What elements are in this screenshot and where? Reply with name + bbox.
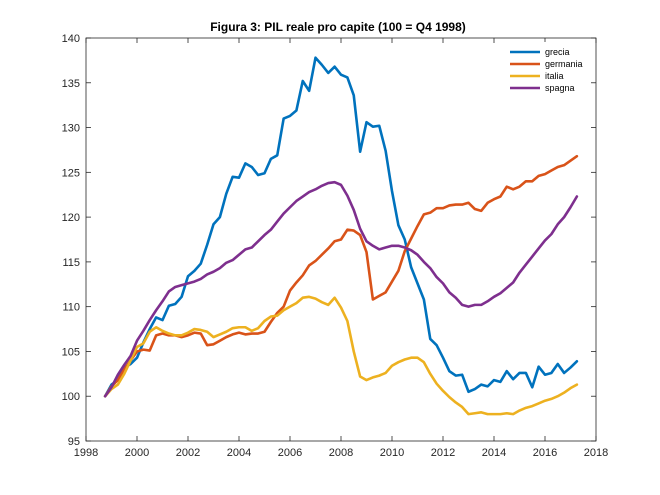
x-tick-label: 2014: [482, 447, 506, 459]
x-tick-label: 2002: [176, 447, 200, 459]
legend: grecia germania italia spagna: [504, 42, 590, 94]
x-tick-label: 2012: [431, 447, 455, 459]
legend-label-italia: italia: [545, 71, 564, 81]
y-axis: 95 100 105 110 115 120 125 130 135 140: [62, 33, 596, 448]
x-tick-label: 2008: [329, 447, 353, 459]
y-tick-label: 100: [62, 391, 80, 403]
chart-title: Figura 3: PIL reale pro capite (100 = Q4…: [210, 20, 466, 34]
y-tick-label: 140: [62, 33, 80, 45]
legend-box: [504, 42, 590, 94]
x-tick-label: 2000: [125, 447, 149, 459]
y-tick-label: 115: [62, 257, 80, 269]
x-axis: 1998 2000 2002 2004 2006 2008 2010 2012 2014 2016…: [74, 38, 608, 459]
legend-label-grecia: grecia: [545, 47, 570, 57]
y-tick-label: 120: [62, 212, 80, 224]
y-tick-label: 130: [62, 123, 80, 135]
y-tick-label: 125: [62, 167, 80, 179]
series-line-germania: [103, 154, 579, 398]
x-tick-label: 2018: [584, 447, 608, 459]
legend-label-spagna: spagna: [545, 83, 575, 93]
legend-label-germania: germania: [545, 59, 583, 69]
x-tick-label: 2006: [278, 447, 302, 459]
series-line-grecia: [103, 56, 579, 398]
x-tick-label: 2016: [533, 447, 557, 459]
y-tick-label: 110: [62, 302, 80, 314]
y-tick-label: 105: [62, 346, 80, 358]
y-tick-label: 95: [68, 436, 80, 448]
x-tick-label: 1998: [74, 447, 98, 459]
x-tick-label: 2004: [227, 447, 251, 459]
x-tick-label: 2010: [380, 447, 404, 459]
series-line-italia: [103, 295, 579, 416]
y-tick-label: 135: [62, 78, 80, 90]
series-lines: [103, 56, 579, 416]
series-line-spagna: [103, 180, 579, 398]
